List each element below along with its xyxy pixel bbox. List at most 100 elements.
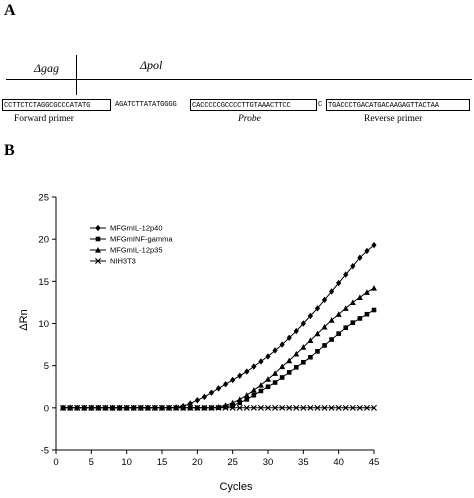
data-point [363, 404, 370, 411]
data-point [321, 296, 328, 304]
data-point [335, 404, 342, 411]
data-point [293, 327, 299, 335]
x-tick-label: 35 [298, 457, 309, 468]
legend-entry: MFGmINF-gamma [110, 235, 173, 244]
data-point [301, 359, 306, 365]
data-point [336, 279, 342, 287]
data-point [336, 331, 341, 336]
data-point [251, 392, 257, 398]
data-point [95, 258, 101, 264]
data-point [265, 404, 271, 411]
data-point [250, 387, 257, 393]
data-point [308, 354, 313, 360]
reverse-primer-label: Reverse primer [364, 114, 423, 124]
chart-axes: -5 0 5 10 15 20 25 0 5 10 15 20 25 30 35 40 45 [38, 193, 379, 469]
data-point [371, 285, 377, 291]
data-point [67, 404, 74, 411]
intervening-sequence: AGATCTTATATGGGG [115, 101, 177, 109]
data-point [81, 404, 88, 411]
data-point [74, 404, 81, 411]
data-point [371, 241, 377, 249]
data-point [328, 404, 335, 411]
data-point [258, 358, 264, 365]
data-point [342, 404, 349, 411]
data-point [335, 311, 342, 317]
data-point [236, 396, 243, 402]
data-point [88, 404, 95, 411]
data-point [300, 320, 306, 327]
data-point [279, 404, 286, 411]
forward-primer-label: Forward primer [14, 114, 74, 124]
data-point [130, 404, 137, 411]
data-point [194, 404, 201, 411]
data-point [215, 404, 222, 411]
data-point [208, 389, 215, 396]
data-point [286, 334, 292, 342]
data-point [60, 404, 67, 411]
y-tick-label: 0 [44, 403, 49, 414]
x-tick-label: 40 [333, 457, 344, 468]
data-point [356, 294, 363, 300]
data-point [250, 404, 257, 411]
x-tick-label: 5 [89, 457, 94, 468]
y-tick-label: 10 [38, 319, 49, 330]
data-point [371, 307, 377, 313]
data-point [237, 372, 243, 379]
data-point [321, 323, 328, 330]
data-point [272, 380, 278, 385]
series-3 [60, 404, 377, 411]
data-point [243, 392, 250, 398]
data-point [314, 330, 321, 337]
data-point [329, 337, 334, 342]
data-point [187, 404, 194, 411]
x-tick-label: 15 [157, 457, 168, 468]
data-point [151, 404, 158, 411]
data-point [144, 404, 151, 411]
probe-label: Probe [238, 114, 261, 124]
data-point [229, 404, 236, 411]
data-point [286, 357, 293, 364]
data-point [265, 384, 271, 390]
data-point [116, 404, 123, 411]
data-point [95, 224, 101, 232]
y-tick-label: 25 [38, 193, 49, 204]
x-axis-title: Cycles [219, 481, 253, 493]
data-point [215, 385, 222, 392]
data-point [95, 247, 101, 253]
data-point [95, 236, 101, 242]
data-point [279, 375, 285, 380]
data-point [223, 381, 229, 388]
data-point [286, 404, 293, 411]
data-point [222, 404, 229, 411]
data-point [265, 376, 271, 382]
data-point [321, 404, 328, 411]
y-tick-label: 5 [44, 361, 49, 372]
data-point [123, 404, 130, 411]
data-point [230, 376, 236, 384]
gag-pol-boundary [76, 55, 77, 95]
series-0 [60, 241, 377, 412]
data-point [109, 404, 116, 411]
y-tick-label: 20 [38, 235, 49, 246]
data-point [343, 325, 349, 331]
data-point [237, 400, 243, 406]
data-point [300, 404, 307, 411]
data-point [244, 368, 250, 375]
data-point [102, 404, 109, 411]
data-point [201, 404, 208, 411]
data-point [314, 305, 321, 312]
data-point [349, 299, 356, 306]
data-point [300, 344, 307, 350]
data-point [293, 404, 300, 411]
x-tick-label: 0 [53, 457, 58, 468]
x-tick-label: 45 [369, 457, 380, 468]
data-point [371, 404, 377, 411]
data-point [322, 343, 327, 348]
legend-entry: MFGmIL-12p40 [110, 224, 163, 233]
data-point [95, 404, 102, 411]
y-tick-label: 15 [38, 277, 49, 288]
x-tick-label: 30 [263, 457, 274, 468]
x-tick-label: 25 [227, 457, 238, 468]
chart-legend: MFGmIL-12p40 MFGmINF-gamma MFGmIL-12p35 NIH… [90, 224, 173, 266]
region-gag-label: Δgag [34, 61, 60, 75]
